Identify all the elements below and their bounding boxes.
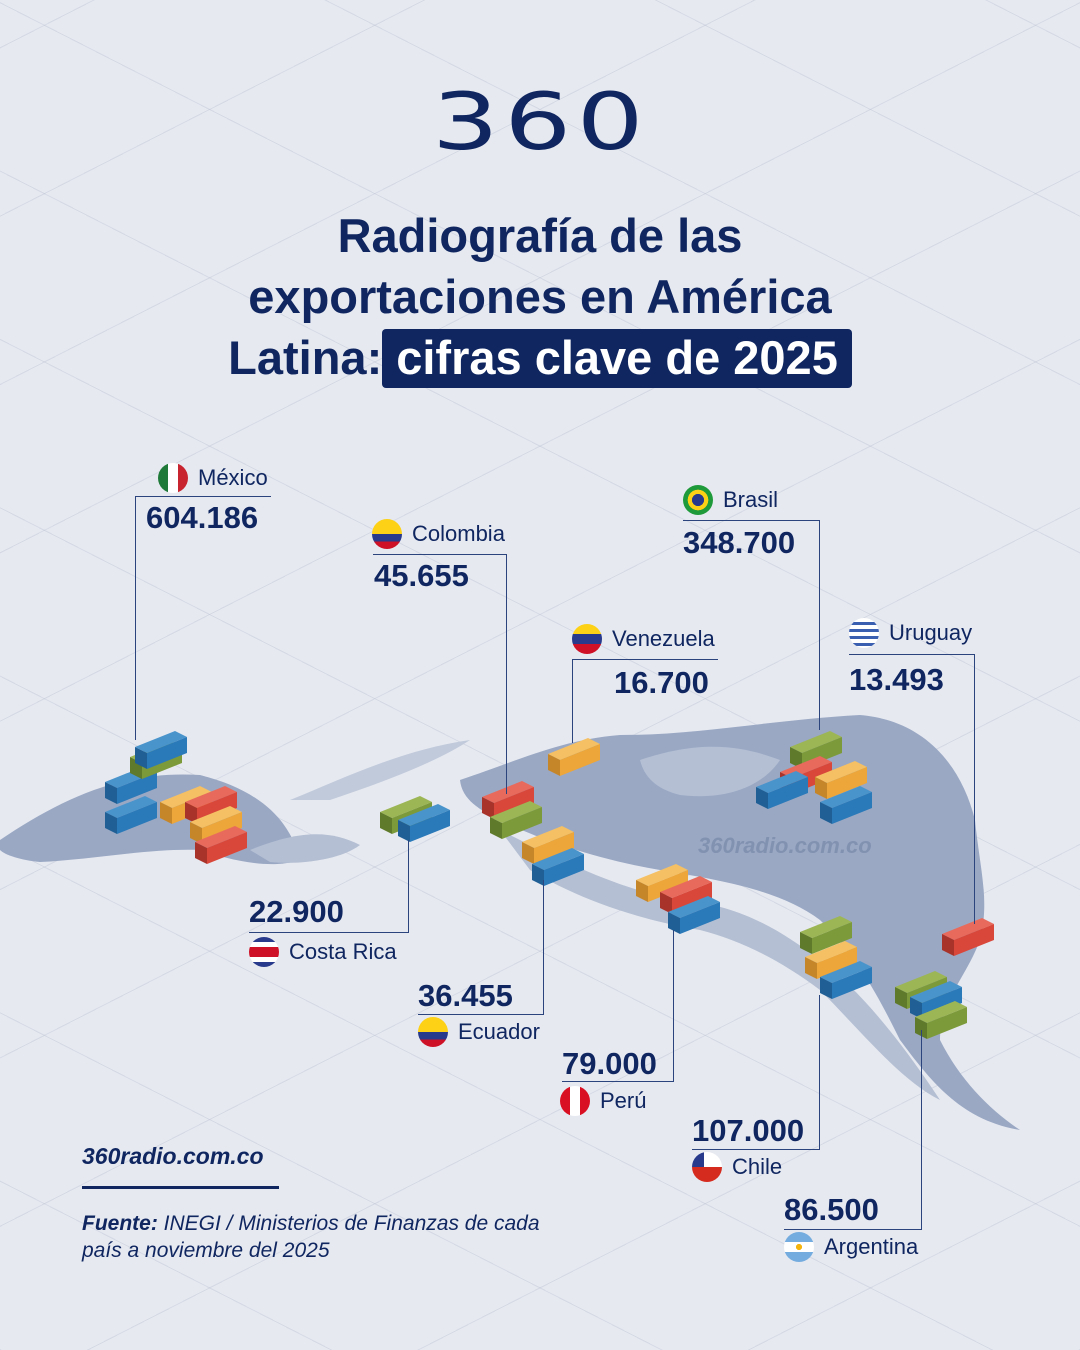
- country-value-costa-rica: 22.900: [249, 894, 344, 929]
- country-value-argentina: 86.500: [784, 1192, 879, 1227]
- connector-line: [819, 995, 820, 1149]
- country-value-peru: 79.000: [562, 1046, 657, 1081]
- connector-line: [784, 1229, 922, 1230]
- connector-line: [921, 1030, 922, 1229]
- mexico-flag-icon: [158, 463, 188, 493]
- country-value-colombia: 45.655: [374, 558, 469, 593]
- title-line-3: Latina: cifras clave de 2025: [0, 327, 1080, 388]
- country-label-venezuela: Venezuela: [572, 624, 715, 654]
- watermark: 360radio.com.co: [698, 833, 872, 858]
- connector-line: [974, 654, 975, 924]
- country-value-brasil: 348.700: [683, 525, 796, 560]
- connector-line: [562, 1081, 674, 1082]
- costa-rica-flag-icon: [249, 937, 279, 967]
- latin-america-map: [0, 715, 1020, 1130]
- brazil-flag-icon: [683, 485, 713, 515]
- title-highlight: cifras clave de 2025: [382, 329, 852, 388]
- country-label-brasil: Brasil: [683, 485, 778, 515]
- connector-line: [849, 654, 975, 655]
- colombia-flag-icon: [372, 519, 402, 549]
- country-value-mexico: 604.186: [146, 500, 259, 535]
- country-value-ecuador: 36.455: [418, 978, 513, 1013]
- country-label-chile: Chile: [692, 1152, 782, 1182]
- chile-flag-icon: [692, 1152, 722, 1182]
- country-label-uruguay: Uruguay: [849, 618, 972, 648]
- connector-line: [819, 520, 820, 730]
- title-line-2: exportaciones en América: [248, 270, 832, 323]
- connector-line: [135, 496, 271, 497]
- argentina-flag-icon: [784, 1232, 814, 1262]
- country-value-venezuela: 16.700: [614, 665, 709, 700]
- peru-flag-icon: [560, 1086, 590, 1116]
- brand-logo: 360: [431, 78, 649, 168]
- country-label-costa-rica: Costa Rica: [249, 937, 397, 967]
- connector-line: [673, 930, 674, 1081]
- page-title: Radiografía de las exportaciones en Amér…: [0, 205, 1080, 388]
- connector-line: [572, 659, 573, 743]
- country-label-mexico: México: [158, 463, 268, 493]
- connector-line: [506, 554, 507, 794]
- uruguay-flag-icon: [849, 618, 879, 648]
- connector-line: [408, 840, 409, 932]
- connector-line: [373, 554, 507, 555]
- country-label-peru: Perú: [560, 1086, 646, 1116]
- connector-line: [249, 932, 409, 933]
- title-line-1: Radiografía de las: [337, 209, 743, 262]
- connector-line: [418, 1014, 544, 1015]
- country-label-colombia: Colombia: [372, 519, 505, 549]
- connector-line: [543, 880, 544, 1014]
- country-label-ecuador: Ecuador: [418, 1017, 540, 1047]
- website-link[interactable]: 360radio.com.co: [82, 1143, 264, 1169]
- connector-line: [572, 659, 718, 660]
- venezuela-flag-icon: [572, 624, 602, 654]
- ecuador-flag-icon: [418, 1017, 448, 1047]
- source-note: Fuente: INEGI / Ministerios de Finanzas …: [82, 1212, 540, 1262]
- country-value-uruguay: 13.493: [849, 662, 944, 697]
- country-value-chile: 107.000: [692, 1113, 805, 1148]
- country-label-argentina: Argentina: [784, 1232, 918, 1262]
- connector-line: [683, 520, 820, 521]
- connector-line: [135, 496, 136, 740]
- connector-line: [692, 1149, 820, 1150]
- divider: [82, 1186, 279, 1189]
